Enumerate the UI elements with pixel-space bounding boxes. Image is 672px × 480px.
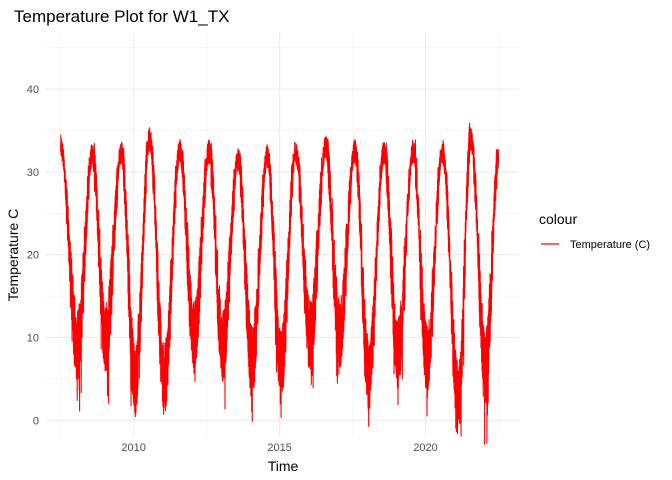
x-tick-label: 2020 xyxy=(413,442,437,454)
y-tick-label: 30 xyxy=(27,167,39,179)
y-axis-title: Temperature C xyxy=(5,209,21,302)
x-axis-tick-labels: 2010 2015 2020 xyxy=(121,442,437,454)
legend: colour Temperature (C) xyxy=(539,211,650,251)
legend-title: colour xyxy=(539,211,577,227)
legend-label-temperature: Temperature (C) xyxy=(570,239,650,251)
x-axis-title: Time xyxy=(268,458,299,474)
series-line-temperature xyxy=(60,122,500,445)
x-tick-label: 2010 xyxy=(121,442,145,454)
y-tick-label: 20 xyxy=(27,250,39,262)
y-axis-tick-labels: 0 10 20 30 40 xyxy=(27,84,39,427)
y-tick-label: 40 xyxy=(27,84,39,96)
y-tick-label: 10 xyxy=(27,332,39,344)
chart-title: Temperature Plot for W1_TX xyxy=(14,7,229,26)
y-tick-label: 0 xyxy=(33,415,39,427)
x-tick-label: 2015 xyxy=(267,442,291,454)
